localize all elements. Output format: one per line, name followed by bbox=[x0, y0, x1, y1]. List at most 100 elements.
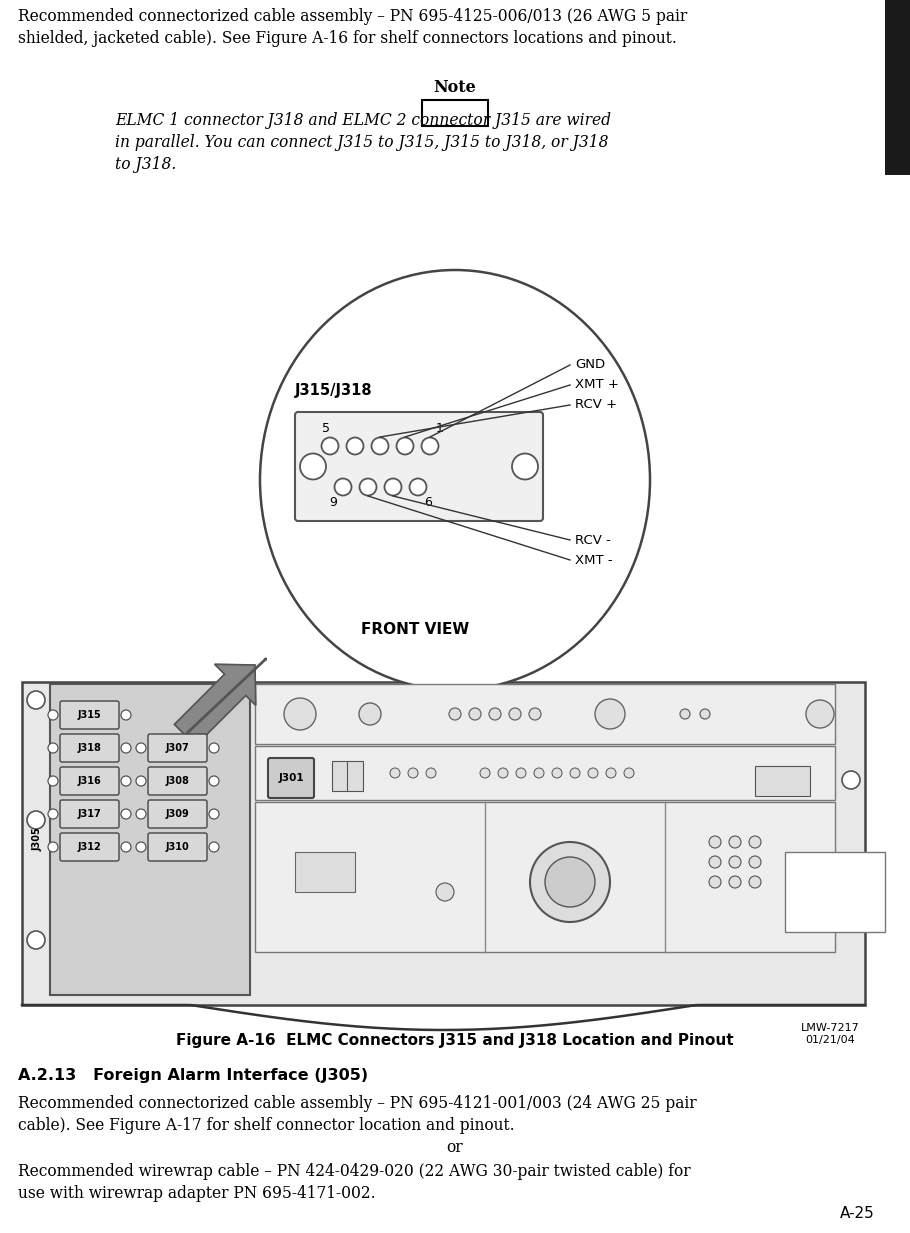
Circle shape bbox=[512, 454, 538, 480]
Circle shape bbox=[408, 768, 418, 778]
Circle shape bbox=[300, 454, 326, 480]
Circle shape bbox=[749, 836, 761, 848]
FancyBboxPatch shape bbox=[422, 100, 488, 126]
Circle shape bbox=[48, 842, 58, 852]
Circle shape bbox=[121, 743, 131, 753]
Circle shape bbox=[529, 708, 541, 720]
Circle shape bbox=[534, 768, 544, 778]
Text: J305: J305 bbox=[33, 827, 43, 851]
Circle shape bbox=[335, 478, 351, 496]
Bar bbox=[255, 801, 835, 952]
Text: Recommended connectorized cable assembly – PN 695-4125-006/013 (26 AWG 5 pair: Recommended connectorized cable assembly… bbox=[18, 7, 687, 25]
Text: or: or bbox=[447, 1139, 463, 1157]
Circle shape bbox=[209, 842, 219, 852]
Bar bbox=[295, 852, 355, 891]
Circle shape bbox=[410, 478, 427, 496]
Circle shape bbox=[136, 743, 146, 753]
Circle shape bbox=[509, 708, 521, 720]
Text: J318: J318 bbox=[77, 743, 101, 753]
Text: J307: J307 bbox=[166, 743, 189, 753]
Circle shape bbox=[729, 856, 741, 868]
FancyBboxPatch shape bbox=[148, 734, 207, 762]
Circle shape bbox=[606, 768, 616, 778]
Text: 1: 1 bbox=[436, 423, 444, 435]
Circle shape bbox=[390, 768, 400, 778]
Bar bbox=[347, 761, 363, 792]
Circle shape bbox=[371, 438, 389, 455]
Circle shape bbox=[842, 771, 860, 789]
Text: Figure A-16  ELMC Connectors J315 and J318 Location and Pinout: Figure A-16 ELMC Connectors J315 and J31… bbox=[177, 1032, 733, 1048]
Bar bbox=[22, 682, 865, 1005]
Text: Recommended connectorized cable assembly – PN 695-4121-001/003 (24 AWG 25 pair: Recommended connectorized cable assembly… bbox=[18, 1095, 697, 1112]
Circle shape bbox=[48, 710, 58, 720]
FancyArrow shape bbox=[175, 665, 256, 746]
Circle shape bbox=[121, 809, 131, 819]
Text: RCV -: RCV - bbox=[575, 534, 611, 546]
Text: RCV +: RCV + bbox=[575, 398, 617, 412]
Bar bbox=[255, 684, 835, 743]
Circle shape bbox=[516, 768, 526, 778]
Text: 9: 9 bbox=[329, 496, 337, 508]
Circle shape bbox=[121, 842, 131, 852]
Text: 5: 5 bbox=[322, 423, 330, 435]
Text: XMT +: XMT + bbox=[575, 379, 619, 392]
FancyBboxPatch shape bbox=[148, 834, 207, 861]
Circle shape bbox=[570, 768, 580, 778]
Circle shape bbox=[48, 776, 58, 785]
Circle shape bbox=[27, 931, 45, 949]
Circle shape bbox=[806, 700, 834, 727]
Circle shape bbox=[729, 875, 741, 888]
Text: cable). See Figure A-17 for shelf connector location and pinout.: cable). See Figure A-17 for shelf connec… bbox=[18, 1117, 515, 1134]
Text: to J318.: to J318. bbox=[115, 157, 177, 173]
Circle shape bbox=[552, 768, 562, 778]
Circle shape bbox=[588, 768, 598, 778]
Circle shape bbox=[385, 478, 401, 496]
Circle shape bbox=[359, 703, 381, 725]
Text: XMT -: XMT - bbox=[575, 554, 612, 566]
Bar bbox=[885, 0, 910, 175]
Circle shape bbox=[680, 709, 690, 719]
Circle shape bbox=[284, 698, 316, 730]
FancyBboxPatch shape bbox=[295, 412, 543, 522]
Circle shape bbox=[749, 856, 761, 868]
Text: A-25: A-25 bbox=[840, 1206, 875, 1221]
FancyBboxPatch shape bbox=[148, 800, 207, 829]
Text: 6: 6 bbox=[424, 496, 432, 508]
Circle shape bbox=[530, 842, 610, 922]
Circle shape bbox=[489, 708, 501, 720]
Circle shape bbox=[709, 836, 721, 848]
Text: J309: J309 bbox=[166, 809, 189, 819]
Circle shape bbox=[347, 438, 363, 455]
Circle shape bbox=[321, 438, 339, 455]
FancyBboxPatch shape bbox=[268, 758, 314, 798]
Text: J312: J312 bbox=[77, 842, 101, 852]
Text: use with wirewrap adapter PN 695-4171-002.: use with wirewrap adapter PN 695-4171-00… bbox=[18, 1185, 376, 1202]
Bar bbox=[255, 746, 835, 800]
Text: FRONT VIEW: FRONT VIEW bbox=[361, 623, 470, 637]
Circle shape bbox=[729, 836, 741, 848]
FancyBboxPatch shape bbox=[148, 767, 207, 795]
Text: A.2.13   Foreign Alarm Interface (J305): A.2.13 Foreign Alarm Interface (J305) bbox=[18, 1068, 369, 1083]
Circle shape bbox=[397, 438, 413, 455]
FancyBboxPatch shape bbox=[60, 834, 119, 861]
Text: in parallel. You can connect J315 to J315, J315 to J318, or J318: in parallel. You can connect J315 to J31… bbox=[115, 134, 609, 150]
Text: Note: Note bbox=[434, 79, 476, 95]
Text: J310: J310 bbox=[166, 842, 189, 852]
Circle shape bbox=[359, 478, 377, 496]
Text: ELMC 1 connector J318 and ELMC 2 connector J315 are wired: ELMC 1 connector J318 and ELMC 2 connect… bbox=[115, 112, 611, 129]
Text: LMW-7217
01/21/04: LMW-7217 01/21/04 bbox=[801, 1023, 860, 1044]
Circle shape bbox=[595, 699, 625, 729]
Circle shape bbox=[121, 710, 131, 720]
Circle shape bbox=[48, 743, 58, 753]
Ellipse shape bbox=[260, 270, 650, 690]
Circle shape bbox=[121, 776, 131, 785]
Circle shape bbox=[209, 743, 219, 753]
Circle shape bbox=[700, 709, 710, 719]
Text: J308: J308 bbox=[166, 776, 189, 785]
Circle shape bbox=[209, 776, 219, 785]
Circle shape bbox=[480, 768, 490, 778]
Circle shape bbox=[545, 857, 595, 907]
Text: J317: J317 bbox=[77, 809, 101, 819]
Circle shape bbox=[27, 690, 45, 709]
Circle shape bbox=[709, 856, 721, 868]
